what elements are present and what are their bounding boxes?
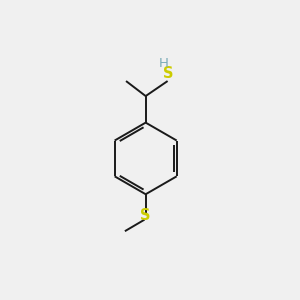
- Text: S: S: [140, 208, 151, 223]
- Text: H: H: [159, 58, 169, 70]
- Text: S: S: [163, 66, 173, 81]
